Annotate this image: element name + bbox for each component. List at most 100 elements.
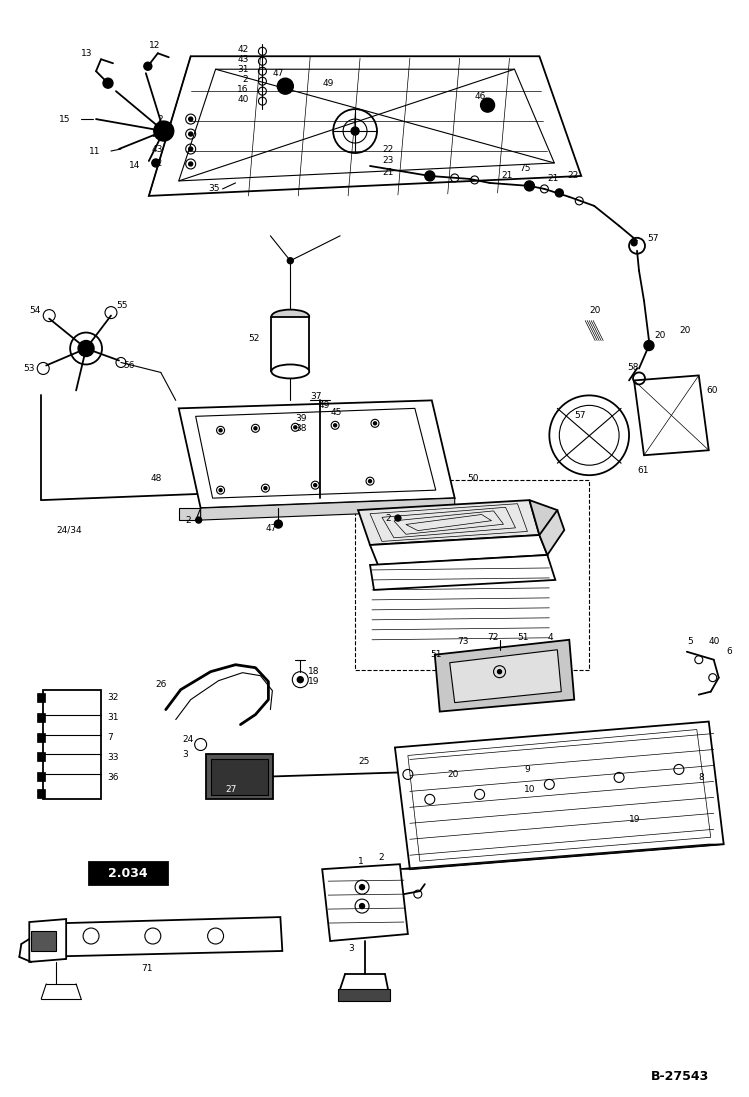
Text: 6: 6 xyxy=(727,647,733,656)
Polygon shape xyxy=(395,845,724,869)
Circle shape xyxy=(395,516,401,521)
Polygon shape xyxy=(539,510,564,555)
Circle shape xyxy=(360,904,365,908)
Text: 13: 13 xyxy=(81,48,93,58)
Text: 23: 23 xyxy=(382,157,393,166)
Polygon shape xyxy=(149,56,581,196)
Text: 21: 21 xyxy=(382,169,393,178)
Polygon shape xyxy=(449,649,561,702)
Text: 2: 2 xyxy=(385,513,390,522)
Bar xyxy=(37,692,45,702)
Text: 5: 5 xyxy=(687,637,693,646)
Text: 21: 21 xyxy=(502,171,513,180)
Text: 33: 33 xyxy=(107,753,118,762)
Bar xyxy=(37,733,45,742)
Text: B-27543: B-27543 xyxy=(651,1071,709,1083)
Text: 60: 60 xyxy=(707,386,718,395)
Text: 71: 71 xyxy=(141,964,152,973)
Text: 11: 11 xyxy=(89,147,100,156)
Text: 47: 47 xyxy=(265,523,277,532)
Circle shape xyxy=(294,426,297,429)
Polygon shape xyxy=(179,400,455,508)
Text: 20: 20 xyxy=(679,326,691,335)
Text: 40: 40 xyxy=(237,94,249,103)
Text: 24/34: 24/34 xyxy=(56,525,82,534)
Circle shape xyxy=(219,429,222,432)
Text: 1: 1 xyxy=(358,857,364,866)
Circle shape xyxy=(644,340,654,351)
Circle shape xyxy=(314,484,317,487)
Text: 20: 20 xyxy=(448,770,459,779)
Text: 20: 20 xyxy=(589,306,601,315)
Text: 15: 15 xyxy=(59,114,70,124)
Bar xyxy=(89,862,167,884)
Circle shape xyxy=(369,479,372,483)
Bar xyxy=(210,759,268,795)
Circle shape xyxy=(274,520,282,528)
Text: 38: 38 xyxy=(295,423,307,433)
Text: 57: 57 xyxy=(647,235,658,244)
Text: 48: 48 xyxy=(151,474,163,483)
Text: 2: 2 xyxy=(186,516,191,524)
Circle shape xyxy=(631,240,637,246)
Text: 4: 4 xyxy=(548,633,553,642)
Text: 32: 32 xyxy=(107,693,118,702)
Bar xyxy=(37,772,45,781)
Text: 19: 19 xyxy=(309,677,320,686)
Circle shape xyxy=(555,189,563,196)
Text: 57: 57 xyxy=(574,411,586,420)
Circle shape xyxy=(189,162,192,166)
Text: 51: 51 xyxy=(518,633,529,642)
Text: 31: 31 xyxy=(151,129,163,138)
Circle shape xyxy=(152,159,160,167)
Text: 10: 10 xyxy=(524,784,536,794)
Text: 46: 46 xyxy=(475,92,486,101)
Circle shape xyxy=(297,677,303,682)
Text: 58: 58 xyxy=(627,363,639,372)
Text: 72: 72 xyxy=(488,633,499,642)
Circle shape xyxy=(333,423,336,427)
Text: 22: 22 xyxy=(382,145,393,154)
Bar xyxy=(37,753,45,761)
Text: 54: 54 xyxy=(29,306,40,315)
Circle shape xyxy=(277,78,294,94)
Text: 75: 75 xyxy=(520,165,531,173)
Circle shape xyxy=(103,78,113,88)
Text: 49: 49 xyxy=(322,79,333,88)
Text: 2: 2 xyxy=(157,114,163,124)
Polygon shape xyxy=(179,508,201,520)
Circle shape xyxy=(189,147,192,151)
Text: 31: 31 xyxy=(107,713,118,722)
Text: 3: 3 xyxy=(348,945,354,953)
Circle shape xyxy=(481,98,494,112)
Text: 2: 2 xyxy=(378,852,383,862)
Text: 7: 7 xyxy=(107,733,113,742)
Text: 8: 8 xyxy=(699,773,705,782)
Text: 31: 31 xyxy=(237,65,249,73)
Circle shape xyxy=(154,121,174,142)
Circle shape xyxy=(195,517,201,523)
Text: 39: 39 xyxy=(295,414,307,422)
Text: 19: 19 xyxy=(629,815,640,824)
Text: 55: 55 xyxy=(116,301,127,310)
Text: 22: 22 xyxy=(567,171,578,180)
Text: 3: 3 xyxy=(183,750,189,759)
Text: 2.034: 2.034 xyxy=(108,867,148,880)
Text: 21: 21 xyxy=(548,174,559,183)
Polygon shape xyxy=(530,500,557,544)
Text: 50: 50 xyxy=(467,474,479,483)
Text: 43: 43 xyxy=(151,145,163,154)
Text: 16: 16 xyxy=(237,84,249,93)
Circle shape xyxy=(288,258,294,263)
Text: 40: 40 xyxy=(709,637,720,646)
Polygon shape xyxy=(31,917,282,957)
Circle shape xyxy=(524,181,534,191)
Text: 12: 12 xyxy=(149,41,160,49)
Polygon shape xyxy=(358,500,539,545)
Text: 35: 35 xyxy=(209,184,220,193)
Ellipse shape xyxy=(271,309,309,324)
Polygon shape xyxy=(434,640,574,712)
Text: 2: 2 xyxy=(243,75,249,83)
Text: 25: 25 xyxy=(358,757,369,766)
Circle shape xyxy=(360,884,365,890)
